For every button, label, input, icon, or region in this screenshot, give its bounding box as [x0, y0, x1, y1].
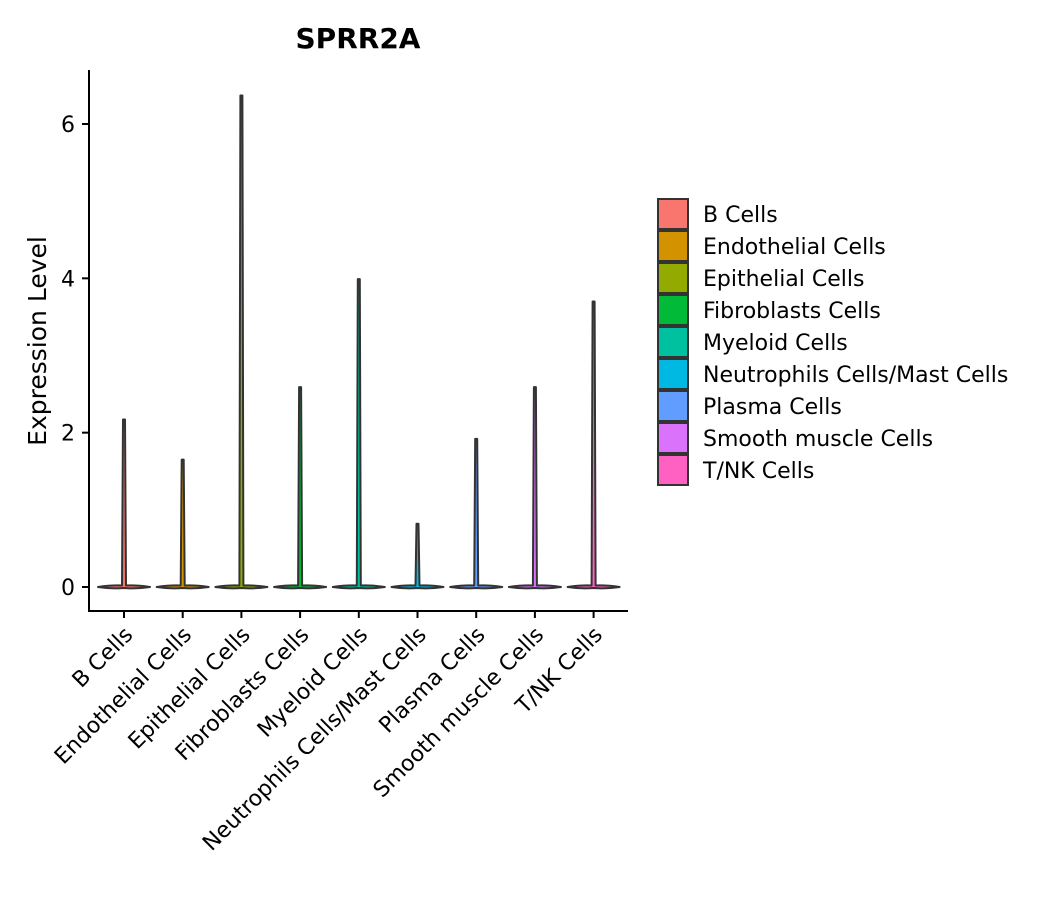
violin-body — [507, 386, 562, 590]
y-tick-label: 4 — [61, 267, 75, 292]
y-tick-label: 0 — [61, 576, 75, 601]
legend-swatch — [657, 422, 689, 454]
legend-swatch — [657, 358, 689, 390]
legend-item: B Cells — [657, 198, 778, 230]
y-tick-label: 2 — [61, 422, 75, 447]
legend-swatch — [657, 326, 689, 358]
legend-item: Epithelial Cells — [657, 262, 864, 294]
legend-label: Smooth muscle Cells — [703, 427, 933, 452]
legend-item: Endothelial Cells — [657, 230, 886, 262]
plot-area — [97, 94, 621, 590]
legend-item: Neutrophils Cells/Mast Cells — [657, 358, 1008, 390]
violin-plasma-cells — [449, 437, 504, 590]
legend-item: T/NK Cells — [657, 454, 814, 486]
violin-body — [214, 94, 269, 590]
legend-item: Smooth muscle Cells — [657, 422, 933, 454]
violin-body — [390, 522, 445, 590]
violin-body — [331, 278, 386, 590]
legend-label: Endothelial Cells — [703, 235, 886, 260]
violin-epithelial-cells — [214, 94, 269, 590]
legend-swatch — [657, 262, 689, 294]
legend-label: Epithelial Cells — [703, 267, 864, 292]
violin-neutrophils-cells-mast-cells — [390, 522, 445, 590]
y-ticks: 0 2 4 6 — [61, 113, 89, 601]
y-axis-label: Expression Level — [23, 236, 52, 446]
legend-swatch — [657, 454, 689, 486]
legend-item: Plasma Cells — [657, 390, 842, 422]
violin-body — [97, 418, 151, 590]
legend-swatch — [657, 294, 689, 326]
violin-smooth-muscle-cells — [507, 386, 562, 590]
violin-body — [155, 458, 210, 590]
violin-t-nk-cells — [566, 300, 621, 590]
legend-swatch — [657, 230, 689, 262]
legend-label: Plasma Cells — [703, 395, 842, 420]
legend-swatch — [657, 198, 689, 230]
violin-body — [449, 437, 504, 590]
chart-title: SPRR2A — [296, 22, 421, 55]
violin-body — [273, 386, 328, 590]
legend: B Cells Endothelial Cells Epithelial Cells… — [657, 198, 1008, 486]
legend-item: Myeloid Cells — [657, 326, 848, 358]
legend-swatch — [657, 390, 689, 422]
y-tick-label: 6 — [61, 113, 75, 138]
legend-label: Neutrophils Cells/Mast Cells — [703, 363, 1008, 388]
violin-endothelial-cells — [155, 458, 210, 590]
legend-label: Fibroblasts Cells — [703, 299, 881, 324]
violin-body — [566, 300, 621, 590]
violin-myeloid-cells — [331, 278, 386, 590]
legend-item: Fibroblasts Cells — [657, 294, 881, 326]
legend-label: T/NK Cells — [702, 459, 814, 484]
legend-label: B Cells — [703, 203, 778, 228]
legend-label: Myeloid Cells — [703, 331, 848, 356]
violin-fibroblasts-cells — [273, 386, 328, 590]
violin-b-cells — [97, 418, 151, 590]
